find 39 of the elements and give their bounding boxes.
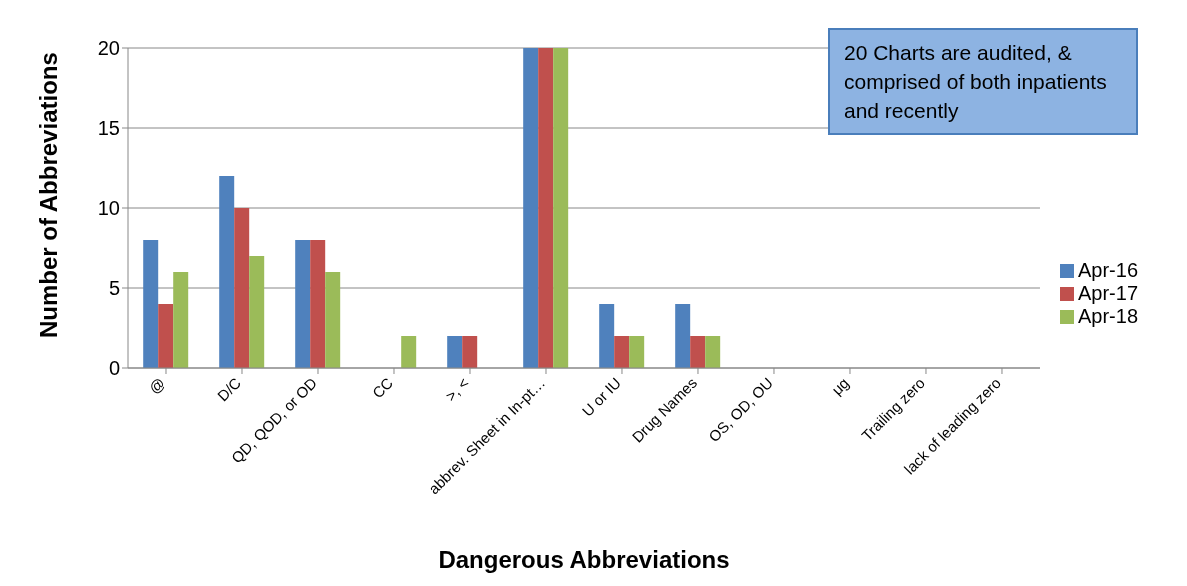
legend-label: Apr-17: [1077, 281, 1138, 304]
bar: [523, 48, 539, 368]
bar: [675, 304, 691, 368]
bar: [629, 336, 645, 368]
bar: [401, 336, 417, 368]
y-axis-title: Number of Abbreviations: [34, 52, 62, 338]
x-tick-label: OS, OD, OU: [705, 374, 777, 446]
bar: [219, 176, 235, 368]
y-tick-label: 15: [97, 117, 120, 140]
bar: [538, 48, 554, 368]
bar: [553, 48, 569, 368]
bar: [234, 208, 250, 368]
bar: [158, 304, 174, 368]
x-tick-label: CC: [368, 373, 397, 402]
bar: [462, 336, 478, 368]
x-tick-label: U or IU: [578, 374, 625, 420]
bar: [143, 240, 159, 368]
bar: [325, 272, 341, 368]
y-tick-label: 20: [97, 37, 120, 60]
annotation: 20 Charts are audited, & comprised of both inpatients and recently: [828, 28, 1138, 135]
x-tick-label: D/C: [213, 373, 245, 405]
y-tick-label: 0: [108, 357, 120, 380]
bar: [614, 336, 630, 368]
bar: [690, 336, 706, 368]
legend-label: Apr-16: [1077, 258, 1138, 281]
bar: [295, 240, 311, 368]
y-tick-label: 10: [97, 197, 120, 220]
y-tick-label: 5: [108, 277, 120, 300]
bar: [599, 304, 615, 368]
x-axis-title: Dangerous Abbreviations: [438, 546, 730, 573]
x-tick-label: @: [145, 374, 169, 397]
x-tick-label: μg: [828, 374, 853, 399]
bar: [447, 336, 463, 368]
bar: [310, 240, 326, 368]
bar: [173, 272, 189, 368]
bar: [249, 256, 265, 368]
legend-label: Apr-18: [1077, 304, 1138, 327]
bar: [705, 336, 721, 368]
x-tick-label: >, <: [441, 373, 473, 405]
